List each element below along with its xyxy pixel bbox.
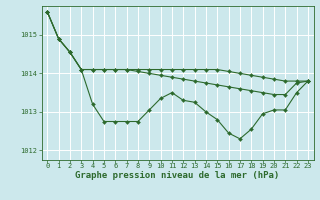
X-axis label: Graphe pression niveau de la mer (hPa): Graphe pression niveau de la mer (hPa) <box>76 171 280 180</box>
